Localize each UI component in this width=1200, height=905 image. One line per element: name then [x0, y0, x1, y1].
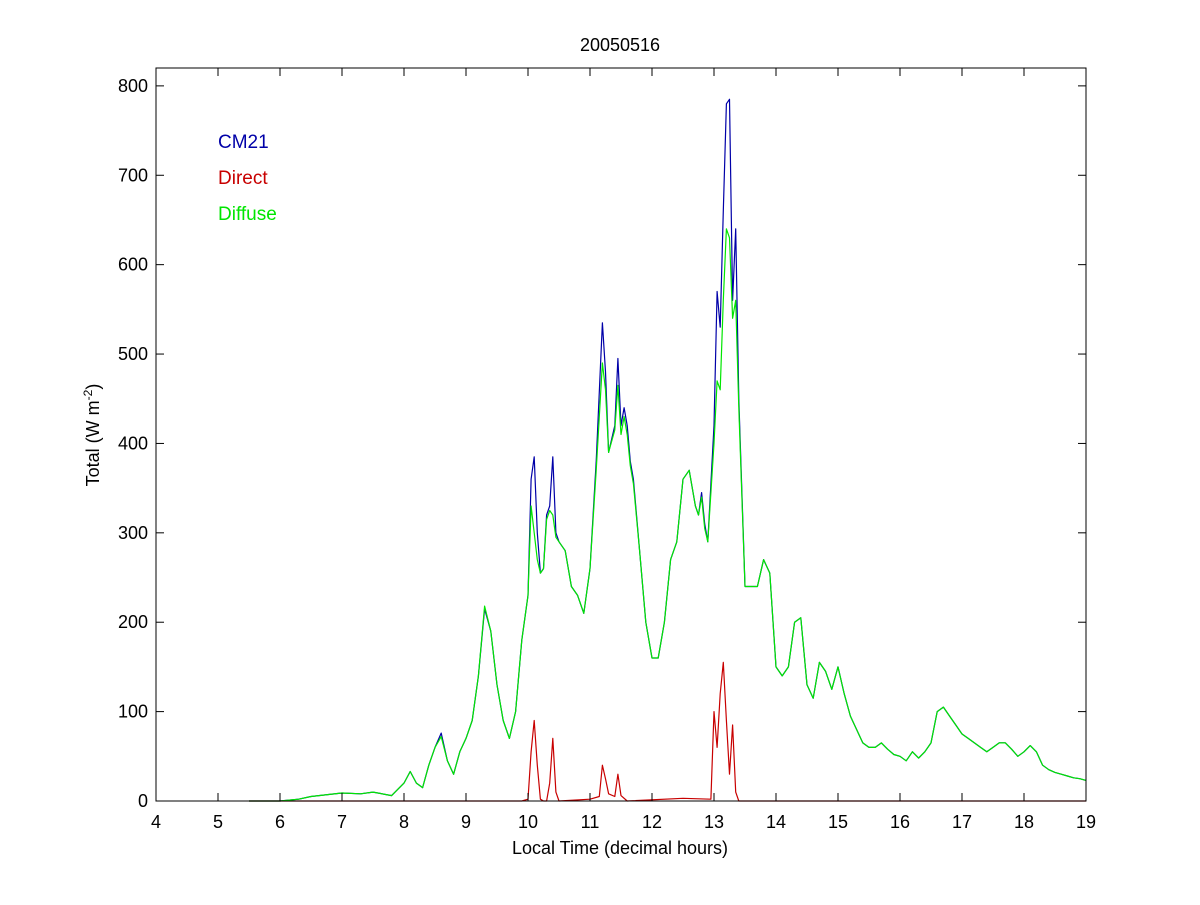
chart-title: 20050516 [580, 35, 660, 55]
y-tick-label: 200 [118, 612, 148, 632]
legend: CM21 Direct Diffuse [218, 132, 277, 225]
x-tick-label: 18 [1014, 812, 1034, 832]
x-tick-label: 13 [704, 812, 724, 832]
x-tick-label: 5 [213, 812, 223, 832]
y-tick-label: 300 [118, 523, 148, 543]
x-axis-label: Local Time (decimal hours) [512, 838, 728, 858]
y-tick-label: 400 [118, 433, 148, 453]
legend-entry-diffuse: Diffuse [218, 204, 277, 225]
x-tick-label: 19 [1076, 812, 1096, 832]
x-tick-label: 14 [766, 812, 786, 832]
y-tick-label: 700 [118, 165, 148, 185]
series-line-direct [249, 661, 1086, 802]
series-line-cm21 [249, 98, 1087, 802]
y-tick-label: 500 [118, 344, 148, 364]
y-tick-label: 600 [118, 255, 148, 275]
y-axis-label-main: Total (W m [83, 400, 103, 486]
x-tick-label: 10 [518, 812, 538, 832]
y-tick-label: 800 [118, 76, 148, 96]
x-tick-label: 12 [642, 812, 662, 832]
axes-layer: 4 5 6 7 8 9 10 11 12 13 14 15 16 17 18 19 0 100 200 300 400 5… [118, 67, 1096, 832]
legend-entry-direct: Direct [218, 168, 268, 189]
y-axis-label: Total (W m-2) [81, 384, 103, 487]
x-tick-label: 9 [461, 812, 471, 832]
plot-frame [155, 67, 1087, 802]
y-tick-label: 100 [118, 702, 148, 722]
y-axis-label-close: ) [83, 384, 103, 390]
x-tick-label: 16 [890, 812, 910, 832]
x-tick-label: 15 [828, 812, 848, 832]
y-tick-label: 0 [138, 791, 148, 811]
y-axis-label-superscript: -2 [81, 389, 95, 400]
x-tick-label: 4 [151, 812, 161, 832]
x-tick-label: 17 [952, 812, 972, 832]
legend-entry-cm21: CM21 [218, 132, 269, 153]
x-tick-label: 6 [275, 812, 285, 832]
x-tick-label: 11 [581, 812, 600, 832]
series-line-diffuse [249, 228, 1087, 802]
x-tick-label: 7 [337, 812, 347, 832]
series-layer [249, 98, 1087, 802]
x-tick-label: 8 [399, 812, 409, 832]
